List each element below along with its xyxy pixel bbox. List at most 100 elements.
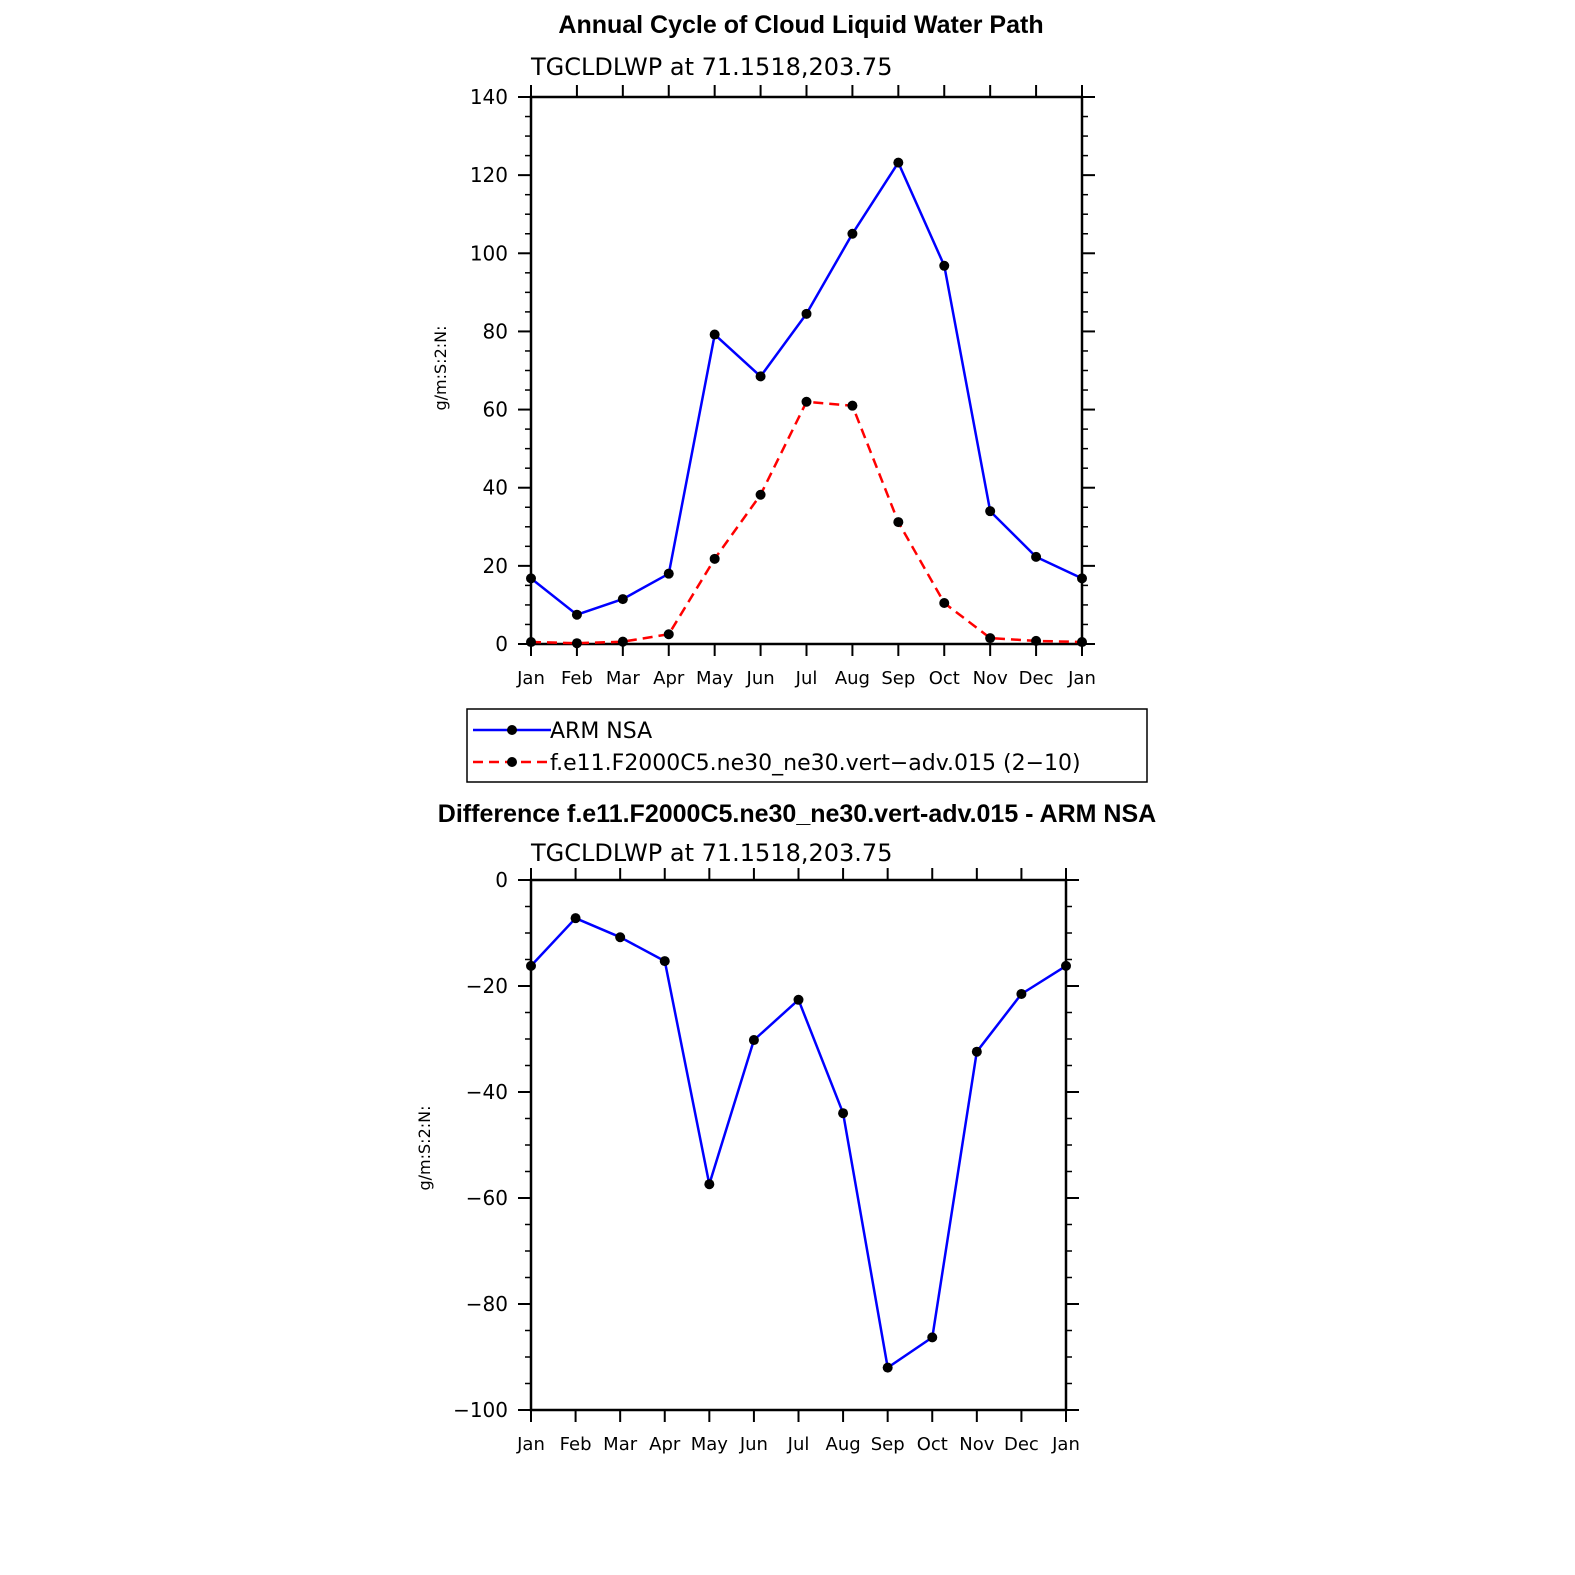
plot-axes: 0 20 40 60 80 100 120 140 Jan Feb Mar Apr May Jun Jul A…: [470, 85, 1096, 689]
legend-box: [466, 708, 1148, 783]
legend-entry-model: f.e11.F2000C5.ne30_ne30.vert−adv.015 (2−…: [473, 751, 1081, 776]
y-tick-label: −40: [466, 1080, 508, 1104]
x-tick-label-dec: Dec: [1004, 1434, 1039, 1455]
plot-frame: [529, 878, 1068, 1412]
x-tick-label-jan: Jan: [1067, 668, 1096, 689]
y-axis-label: g/m:S:2:N:: [415, 1106, 434, 1191]
data-point-jun: [748, 1035, 759, 1046]
y-tick-label: −20: [466, 974, 508, 998]
data-point-may: [709, 329, 720, 340]
x-tick-label-dec: Dec: [1019, 668, 1054, 689]
x-tick-label-nov: Nov: [973, 668, 1008, 689]
data-point-jun: [755, 489, 766, 500]
difference-chart: Difference f.e11.F2000C5.ne30_ne30.vert-…: [415, 800, 1156, 1455]
y-tick-label: 60: [483, 398, 508, 422]
data-point-may: [709, 553, 720, 564]
data-point-mar: [617, 594, 628, 605]
data-point-jan: [1077, 637, 1087, 648]
x-tick-label-jul: Jul: [795, 668, 818, 689]
data-point-dec: [1016, 988, 1027, 999]
data-point-jul: [801, 308, 812, 319]
data-point-feb: [571, 609, 582, 620]
chart-subtitle: TGCLDLWP at 71.1518,203.75: [530, 839, 892, 867]
x-tick-label-jan: Jan: [516, 668, 545, 689]
data-point-mar: [617, 636, 628, 647]
data-point-jan: [526, 960, 536, 971]
data-point-jan: [1077, 573, 1087, 584]
y-tick-label: −100: [453, 1398, 508, 1422]
legend-entry-arm-nsa: ARM NSA: [473, 719, 652, 744]
x-tick-label-apr: Apr: [649, 1434, 681, 1455]
data-point-nov: [985, 506, 996, 517]
x-tick-label-mar: Mar: [606, 668, 641, 689]
y-tick-label: −80: [466, 1292, 508, 1316]
chart-title: Annual Cycle of Cloud Liquid Water Path: [558, 11, 1043, 39]
x-tick-label-nov: Nov: [959, 1434, 994, 1455]
y-tick-label: 100: [470, 241, 508, 265]
data-point-sep: [893, 517, 904, 528]
x-tick-label-may: May: [691, 1434, 729, 1455]
y-tick-label: 0: [495, 868, 508, 892]
data-point-apr: [659, 956, 670, 967]
y-tick-label: 20: [483, 554, 508, 578]
data-point-oct: [939, 260, 950, 271]
series-layer: [526, 157, 1087, 649]
series-line-2: [530, 400, 1083, 645]
series-line-1: [530, 916, 1067, 1369]
x-tick-label-jan: Jan: [516, 1434, 545, 1455]
x-tick-label-jul: Jul: [787, 1434, 810, 1455]
x-tick-label-mar: Mar: [603, 1434, 638, 1455]
data-point-nov: [985, 633, 996, 644]
x-tick-label-aug: Aug: [826, 1434, 861, 1455]
x-tick-label-sep: Sep: [881, 668, 915, 689]
x-tick-label-feb: Feb: [561, 668, 593, 689]
data-point-mar: [615, 932, 626, 943]
x-tick-label-feb: Feb: [560, 1434, 592, 1455]
legend: ARM NSA f.e11.F2000C5.ne30_ne30.vert−adv…: [466, 708, 1148, 783]
series-line-1: [530, 161, 1083, 616]
legend-marker-arm-nsa: [507, 725, 517, 735]
y-tick-label: 120: [470, 163, 508, 187]
y-axis-label: g/m:S:2:N:: [431, 326, 450, 411]
data-point-jan: [526, 573, 536, 584]
data-point-aug: [838, 1108, 849, 1119]
x-tick-label-jan: Jan: [1051, 1434, 1080, 1455]
data-point-jul: [801, 396, 812, 407]
series-layer: [526, 913, 1071, 1373]
data-point-apr: [663, 629, 674, 640]
data-point-sep: [882, 1362, 893, 1373]
x-tick-label-oct: Oct: [929, 668, 960, 689]
data-point-oct: [927, 1332, 938, 1343]
data-point-aug: [847, 400, 858, 411]
data-point-dec: [1031, 551, 1042, 562]
data-point-nov: [971, 1046, 982, 1057]
y-tick-label: 40: [483, 476, 508, 500]
y-tick-label: 0: [495, 632, 508, 656]
x-tick-label-jun: Jun: [739, 1434, 768, 1455]
chart-title: Difference f.e11.F2000C5.ne30_ne30.vert-…: [438, 800, 1156, 828]
data-point-oct: [939, 597, 950, 608]
data-point-dec: [1031, 635, 1042, 646]
chart-subtitle: TGCLDLWP at 71.1518,203.75: [530, 53, 892, 81]
data-point-may: [704, 1179, 715, 1190]
data-point-feb: [571, 638, 582, 649]
data-point-jul: [793, 994, 804, 1005]
data-point-sep: [893, 157, 904, 168]
data-point-apr: [663, 568, 674, 579]
data-point-jan: [1061, 960, 1071, 971]
data-point-jan: [526, 637, 536, 648]
x-tick-label-may: May: [696, 668, 734, 689]
x-tick-label-oct: Oct: [917, 1434, 948, 1455]
x-tick-label-sep: Sep: [871, 1434, 905, 1455]
y-tick-label: −60: [466, 1186, 508, 1210]
x-tick-label-apr: Apr: [653, 668, 685, 689]
legend-label-model: f.e11.F2000C5.ne30_ne30.vert−adv.015 (2−…: [550, 751, 1081, 776]
plot-axes: −100 −80 −60 −40 −20 0 Jan Feb Mar Apr May Jun Jul Au…: [453, 868, 1080, 1455]
annual-cycle-chart: Annual Cycle of Cloud Liquid Water Path …: [431, 11, 1096, 689]
legend-label-arm-nsa: ARM NSA: [550, 719, 652, 744]
data-point-feb: [570, 913, 581, 924]
y-tick-label: 80: [483, 319, 508, 343]
data-point-jun: [755, 371, 766, 382]
plot-frame: [529, 95, 1084, 646]
